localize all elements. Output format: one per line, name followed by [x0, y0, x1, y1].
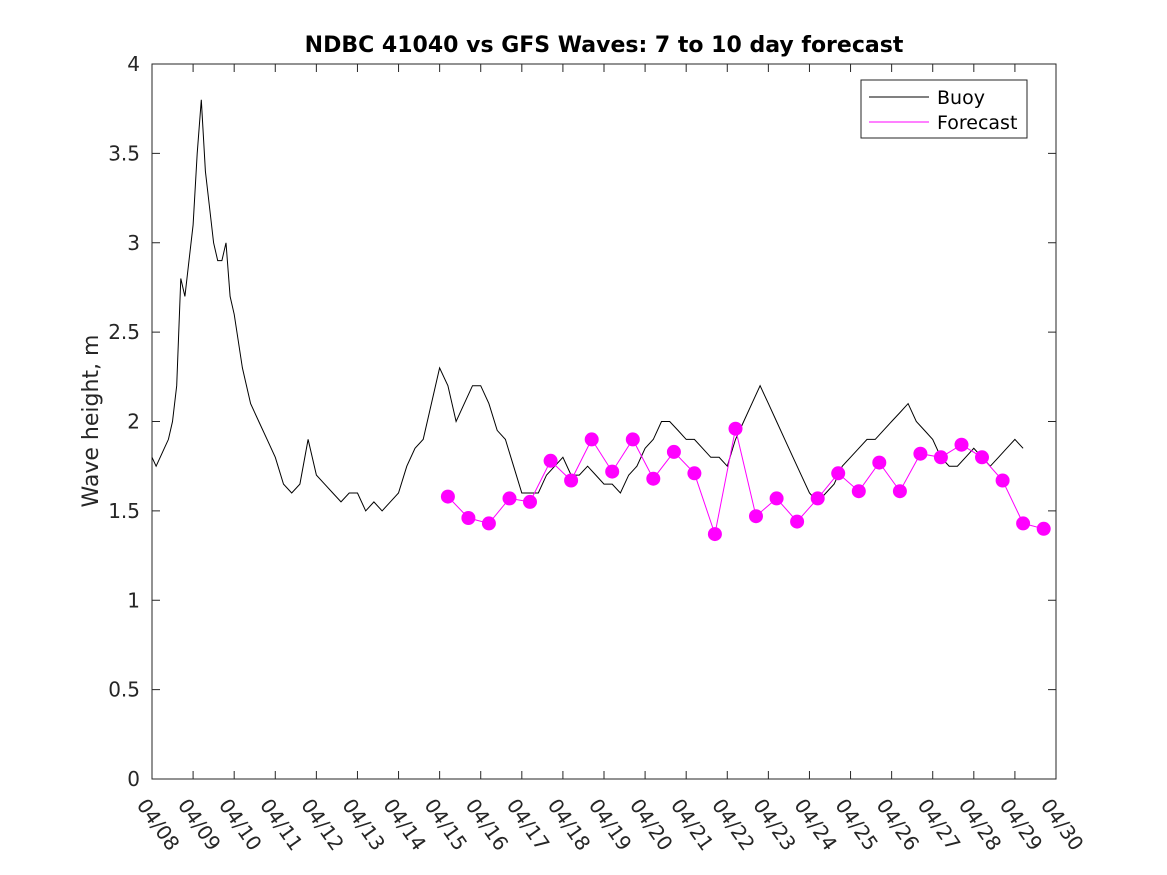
y-tick-label: 2.5	[108, 320, 140, 344]
y-tick-label: 0.5	[108, 678, 140, 702]
forecast-point	[687, 466, 702, 481]
forecast-point	[913, 446, 928, 461]
forecast-point	[707, 527, 722, 542]
buoy-series-line	[151, 99, 1024, 512]
forecast-point	[933, 450, 948, 465]
y-axis-label: Wave height, m	[79, 335, 104, 508]
forecast-point	[646, 471, 661, 486]
forecast-point	[523, 494, 537, 509]
y-tick-label: 1.5	[108, 499, 140, 523]
forecast-point	[564, 473, 579, 488]
forecast-point	[954, 437, 969, 452]
y-axis: 0 0.5 1 1.5 2 2.5 3 3.5 4	[108, 52, 1056, 791]
forecast-point	[440, 489, 455, 504]
forecast-point	[584, 432, 599, 447]
y-tick-label: 3	[127, 231, 140, 255]
y-tick-label: 1	[127, 588, 140, 612]
forecast-point	[625, 432, 640, 447]
y-tick-label: 0	[127, 767, 140, 791]
legend-buoy-label: Buoy	[937, 87, 985, 109]
forecast-point	[810, 491, 825, 506]
forecast-point	[790, 514, 805, 529]
forecast-point	[728, 421, 743, 436]
plot-area	[151, 63, 1057, 780]
forecast-point	[749, 509, 763, 524]
forecast-point	[769, 491, 784, 506]
forecast-point	[666, 444, 681, 459]
forecast-point	[502, 491, 517, 506]
forecast-point	[543, 453, 558, 468]
forecast-point	[605, 464, 620, 479]
series-layer	[151, 99, 1051, 542]
forecast-point	[995, 473, 1010, 488]
forecast-point	[481, 516, 496, 531]
chart-title: NDBC 41040 vs GFS Waves: 7 to 10 day for…	[305, 33, 904, 58]
legend-forecast-label: Forecast	[937, 112, 1017, 134]
forecast-point	[1036, 521, 1051, 536]
forecast-point	[892, 484, 907, 499]
y-tick-label: 4	[127, 52, 140, 76]
legend: Buoy Forecast	[860, 79, 1028, 139]
y-tick-label: 3.5	[108, 141, 140, 165]
forecast-point	[1016, 516, 1031, 531]
y-tick-label: 2	[127, 410, 140, 434]
forecast-point	[872, 455, 887, 470]
forecast-point	[461, 511, 476, 525]
forecast-point	[851, 484, 866, 499]
forecast-point	[831, 466, 846, 481]
forecast-point	[975, 450, 989, 465]
legend-box	[860, 79, 1028, 139]
